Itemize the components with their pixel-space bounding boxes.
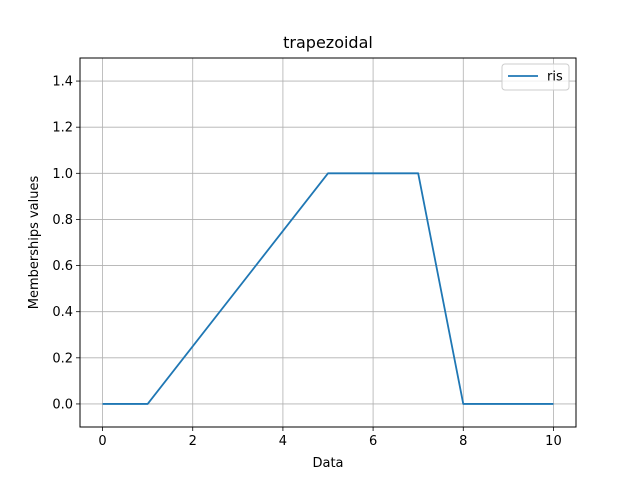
series-line-ris [102, 172, 554, 405]
y-axis-label: Memberships values [27, 176, 42, 310]
legend-label-ris: ris [547, 70, 563, 85]
x-tick-label: 4 [279, 434, 287, 449]
plot-frame [79, 57, 577, 428]
grid-lines [80, 58, 576, 427]
y-axis-ticks: 0.0 0.2 0.4 0.6 0.8 1.0 1.2 1.4 [52, 75, 80, 412]
y-tick-label: 0.6 [52, 259, 73, 274]
series-layer [102, 172, 554, 405]
legend-box [501, 63, 570, 91]
y-tick-label: 0.0 [52, 397, 73, 412]
x-tick-label: 6 [369, 434, 377, 449]
y-tick-label: 1.2 [52, 121, 73, 136]
y-tick-label: 1.4 [52, 75, 73, 90]
legend: ris [501, 63, 570, 91]
x-tick-label: 8 [459, 434, 467, 449]
y-tick-label: 0.4 [52, 305, 73, 320]
x-tick-label: 2 [189, 434, 197, 449]
x-tick-label: 0 [98, 434, 106, 449]
y-tick-label: 1.0 [52, 167, 73, 182]
chart-title: trapezoidal [283, 33, 373, 52]
y-tick-label: 0.8 [52, 213, 73, 228]
x-axis-ticks: 0 2 4 6 8 10 [98, 427, 562, 449]
x-axis-label: Data [312, 456, 343, 471]
x-tick-label: 10 [545, 434, 562, 449]
y-tick-label: 0.2 [52, 351, 73, 366]
